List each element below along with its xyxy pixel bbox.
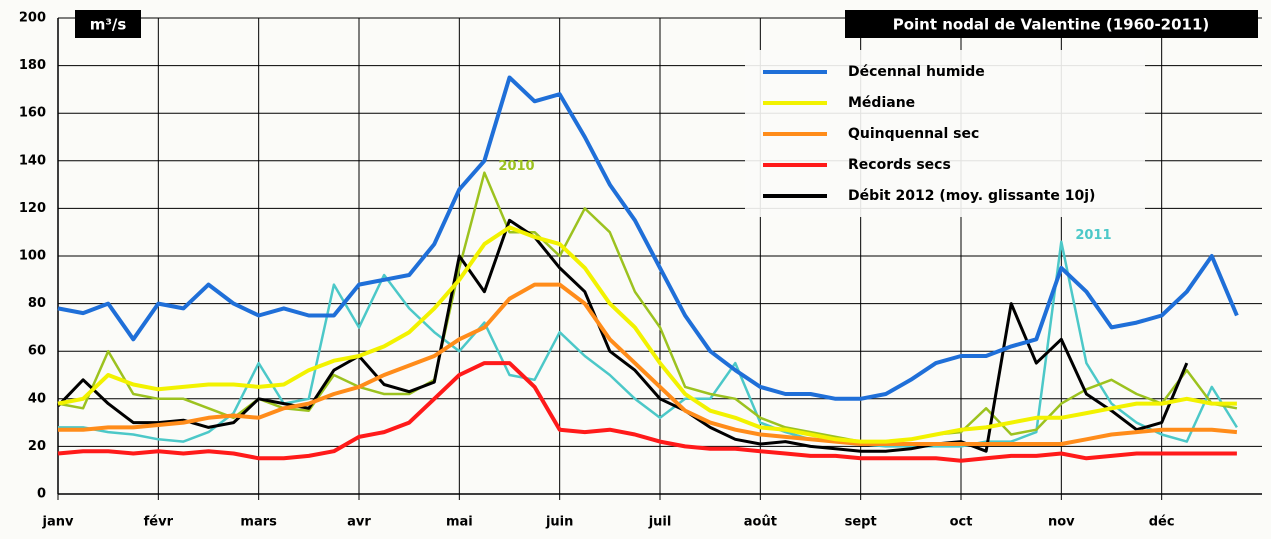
legend-label: Records secs [848, 157, 951, 173]
x-tick-label: août [744, 515, 777, 530]
chart-title: Point nodal de Valentine (1960-2011) [893, 16, 1210, 34]
legend-label: Décennal humide [848, 64, 985, 80]
y-tick-label: 0 [37, 487, 46, 502]
x-tick-label: janv [42, 515, 74, 530]
y-tick-label: 20 [28, 439, 46, 454]
x-tick-label: nov [1048, 515, 1075, 530]
x-tick-label: avr [347, 515, 371, 530]
series-annotation: 2010 [498, 159, 534, 174]
y-tick-label: 140 [19, 153, 46, 168]
y-tick-label: 60 [28, 344, 46, 359]
series-line [56, 218, 1189, 453]
y-tick-label: 100 [19, 249, 46, 264]
y-tick-label: 80 [28, 296, 46, 311]
plot: 0 20 40 60 80 100 120 140 160 180 200 janv févr mars a… [19, 11, 1262, 530]
x-tick-label: déc [1149, 515, 1175, 530]
y-tick-label: 120 [19, 201, 46, 216]
series-line [57, 225, 1237, 444]
x-tick-label: mars [240, 515, 277, 530]
x-tick-label: oct [950, 515, 973, 530]
y-axis-label: m³/s [90, 16, 127, 34]
series-line [57, 75, 1239, 401]
legend-label: Débit 2012 (moy. glissante 10j) [848, 188, 1095, 204]
series-annotation: 2011 [1075, 228, 1111, 243]
y-tick-label: 200 [19, 11, 46, 26]
legend-label: Quinquennal sec [848, 126, 979, 142]
x-tick-label: juil [648, 515, 672, 530]
x-tick-label: juin [545, 515, 573, 530]
series-line [58, 282, 1238, 446]
unit-box [75, 10, 141, 38]
x-tick-label: févr [144, 515, 174, 530]
y-tick-label: 160 [19, 106, 46, 121]
x-tick-label: sept [845, 515, 877, 530]
series-line [57, 361, 1237, 463]
series-line [58, 240, 1238, 448]
x-tick-label: mai [446, 515, 473, 530]
y-tick-label: 40 [28, 391, 46, 406]
title-box [845, 10, 1258, 38]
legend-label: Médiane [848, 95, 915, 111]
y-tick-label: 180 [19, 58, 46, 73]
